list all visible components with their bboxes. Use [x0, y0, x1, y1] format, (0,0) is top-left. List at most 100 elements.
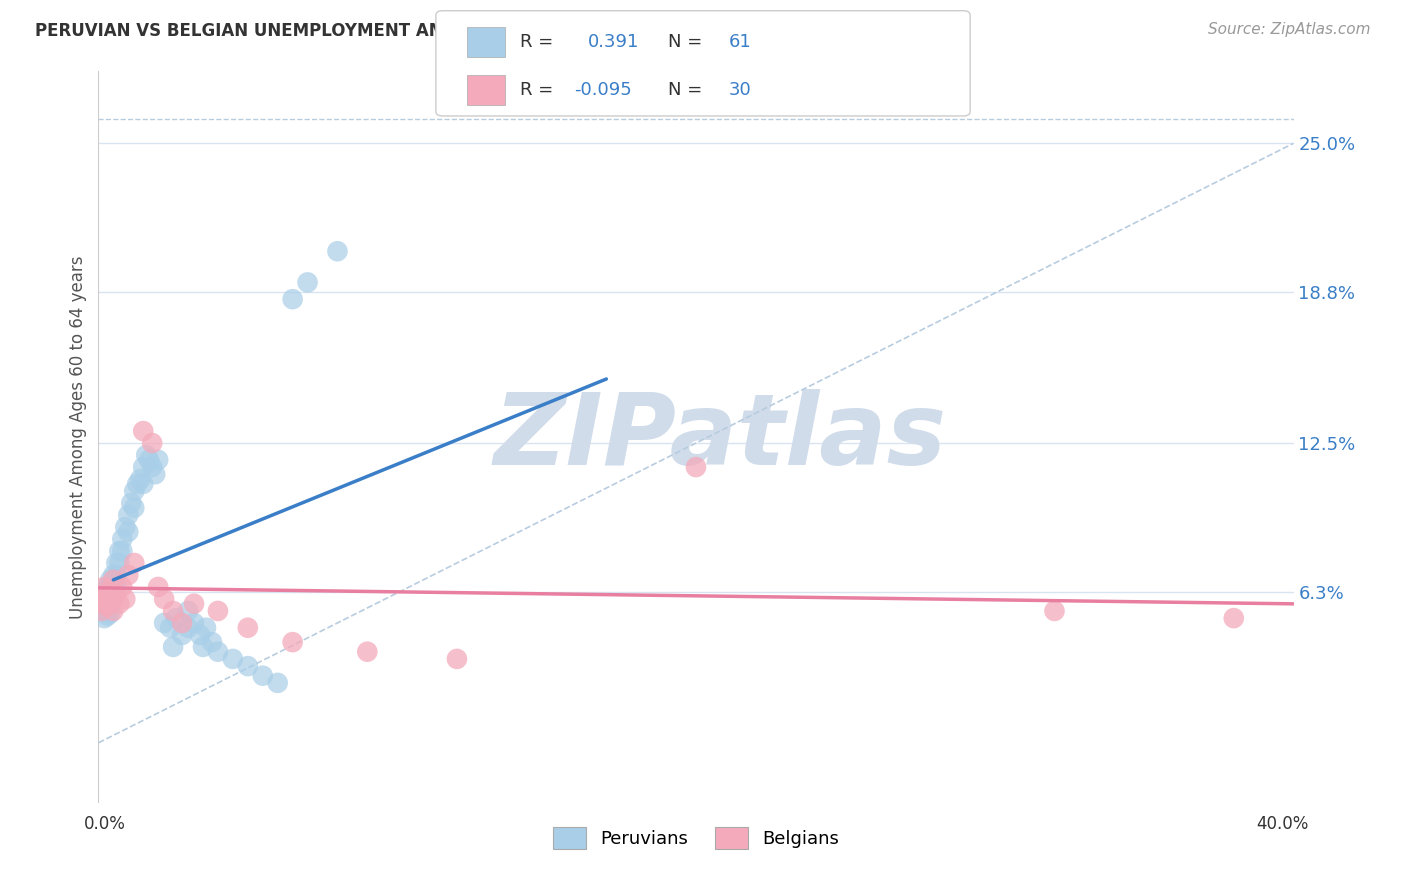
Point [98, 573, 122, 587]
Point [105, 587, 128, 601]
Point [222, 652, 245, 666]
Point [183, 615, 205, 630]
Point [165, 611, 187, 625]
Point [93, 591, 115, 606]
Point [153, 591, 176, 606]
Point [191, 640, 214, 654]
Point [105, 580, 128, 594]
Text: N =: N = [668, 81, 702, 99]
Text: 40.0%: 40.0% [1256, 814, 1309, 833]
Point [103, 573, 125, 587]
Y-axis label: Unemployment Among Ages 60 to 64 years: Unemployment Among Ages 60 to 64 years [69, 255, 87, 619]
Point [143, 467, 166, 482]
Point [96, 587, 118, 601]
Point [297, 276, 319, 290]
Point [93, 584, 115, 599]
Point [93, 580, 115, 594]
Point [129, 472, 152, 486]
Point [172, 628, 194, 642]
Point [103, 568, 125, 582]
Point [138, 453, 160, 467]
Point [207, 645, 229, 659]
Point [103, 604, 125, 618]
Text: 0.0%: 0.0% [83, 814, 125, 833]
Text: R =: R = [520, 33, 554, 51]
Point [98, 607, 122, 621]
Point [96, 580, 118, 594]
Text: PERUVIAN VS BELGIAN UNEMPLOYMENT AMONG AGES 60 TO 64 YEARS CORRELATION CHART: PERUVIAN VS BELGIAN UNEMPLOYMENT AMONG A… [35, 22, 904, 40]
Point [117, 508, 139, 522]
Point [90, 591, 112, 606]
Point [124, 483, 146, 498]
Point [117, 524, 139, 539]
Point [148, 453, 170, 467]
Text: 30: 30 [728, 81, 751, 99]
Point [93, 604, 115, 618]
Text: R =: R = [520, 81, 554, 99]
Point [98, 597, 122, 611]
Point [90, 597, 112, 611]
Point [117, 568, 139, 582]
Point [236, 659, 259, 673]
Point [183, 597, 205, 611]
Point [177, 604, 200, 618]
Point [111, 544, 134, 558]
Point [132, 424, 155, 438]
Point [108, 597, 131, 611]
Text: 0.391: 0.391 [588, 33, 640, 51]
Point [90, 604, 112, 618]
Point [124, 556, 146, 570]
Text: N =: N = [668, 33, 702, 51]
Point [135, 448, 157, 462]
Point [201, 635, 224, 649]
Point [236, 621, 259, 635]
Point [105, 556, 128, 570]
Point [1223, 611, 1246, 625]
Point [446, 652, 468, 666]
Point [159, 621, 181, 635]
Point [124, 500, 146, 515]
Point [108, 556, 131, 570]
Point [96, 608, 118, 623]
Point [93, 597, 115, 611]
Point [111, 580, 134, 594]
Point [162, 604, 184, 618]
Point [281, 635, 304, 649]
Point [114, 591, 136, 606]
Text: -0.095: -0.095 [574, 81, 631, 99]
Point [195, 621, 218, 635]
Point [93, 599, 115, 614]
Point [207, 604, 229, 618]
Point [141, 436, 163, 450]
Point [96, 597, 118, 611]
Point [267, 676, 290, 690]
Point [103, 591, 125, 606]
Point [96, 584, 118, 599]
Point [356, 645, 378, 659]
Point [141, 460, 163, 475]
Point [685, 460, 707, 475]
Point [103, 580, 125, 594]
Point [96, 599, 118, 614]
Point [1043, 604, 1066, 618]
Point [127, 476, 149, 491]
Point [93, 611, 115, 625]
Point [111, 532, 134, 546]
Point [90, 604, 112, 618]
Point [90, 591, 112, 606]
Point [188, 628, 211, 642]
Point [252, 669, 274, 683]
Point [172, 615, 194, 630]
Point [153, 615, 176, 630]
Text: 61: 61 [728, 33, 751, 51]
Point [281, 292, 304, 306]
Point [132, 476, 155, 491]
Point [148, 580, 170, 594]
Point [105, 568, 128, 582]
Point [98, 582, 122, 597]
Text: Source: ZipAtlas.com: Source: ZipAtlas.com [1208, 22, 1371, 37]
Point [177, 621, 200, 635]
Text: ZIPatlas: ZIPatlas [494, 389, 946, 485]
Point [120, 496, 142, 510]
Point [326, 244, 349, 259]
